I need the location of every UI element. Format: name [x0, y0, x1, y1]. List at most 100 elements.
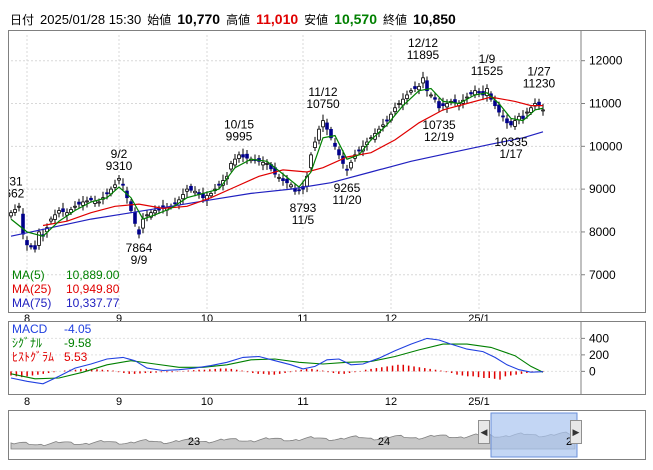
date-label: 日付 [10, 12, 35, 27]
candle-body [337, 149, 341, 156]
navigator-series [10, 431, 576, 450]
candle-body [57, 210, 61, 214]
macd-legend: MACD -4.05 ｼｸﾞﾅﾙ -9.58 ﾋｽﾄｸﾞﾗﾑ 5.53 [12, 322, 91, 364]
price-annotation: 12/19 [424, 130, 454, 144]
candle-body [17, 205, 21, 208]
month-tick-label: 9 [116, 396, 122, 407]
candle-body [329, 129, 333, 139]
price-chart[interactable]: 7000800090001000011000120007/3186629/293… [0, 31, 645, 312]
close-value: 10,850 [413, 11, 456, 27]
candle-body [241, 154, 245, 158]
candle-body [349, 161, 353, 169]
candle-body [289, 184, 293, 188]
price-month-axis: 8 9 10 11 12 25/1 [24, 313, 490, 324]
candle-body [61, 208, 65, 213]
candle-body [189, 185, 193, 191]
candle-body [217, 183, 221, 186]
month-tick-label: 25/1 [468, 396, 489, 407]
ma-legend: MA(5) 10,889.00 MA(25) 10,949.80 MA(75) 10,… [12, 268, 119, 310]
candle-body [89, 197, 93, 201]
candle-body [357, 149, 361, 152]
navigator-year-label: 23 [188, 436, 200, 448]
candle-body [181, 194, 185, 200]
price-annotation: 9995 [226, 130, 253, 144]
candle-body [441, 103, 445, 107]
price-annotation: 9310 [106, 159, 133, 173]
candle-body [9, 212, 13, 217]
candle-body [477, 91, 481, 94]
price-annotation: 11230 [523, 77, 556, 91]
candle-body [325, 122, 329, 130]
candle-body [417, 85, 421, 91]
price-header: 日付 2025/01/28 15:30 始値 10,770 高値 11,010 … [10, 8, 456, 30]
macd-chart[interactable]: 0 200 400 [9, 322, 645, 394]
candle-body [105, 192, 109, 195]
candle-body [277, 176, 281, 179]
candle-body [513, 120, 517, 127]
price-tick-label: 11000 [589, 97, 622, 111]
month-tick-label: 12 [385, 396, 397, 407]
candle-body [185, 188, 189, 192]
candle-body [509, 121, 513, 126]
candle-body [81, 201, 85, 206]
low-label: 安値 [304, 12, 329, 27]
low-value: 10,570 [334, 11, 377, 27]
price-annotation: 10335 [494, 135, 528, 149]
price-annotation: 1/9 [479, 52, 496, 66]
candle-body [429, 94, 433, 97]
candle-body [209, 193, 213, 197]
navigator-frame: 23 24 2 [8, 410, 646, 460]
legend-ma25: MA(25) 10,949.80 [12, 282, 120, 296]
price-annotation: 1/27 [527, 65, 551, 79]
candle-body [405, 94, 409, 99]
candle-body [29, 245, 33, 248]
price-chart-frame: 7000800090001000011000120007/3186629/293… [0, 30, 646, 313]
price-annotation: 10735 [422, 118, 456, 132]
candle-body [497, 104, 501, 113]
price-annotation: 11525 [471, 64, 504, 78]
price-annotation: 1/17 [499, 147, 523, 161]
candle-body [333, 142, 337, 147]
price-tick-label: 9000 [589, 182, 616, 196]
candle-body [97, 201, 101, 204]
candle-body [237, 154, 241, 159]
candle-body [113, 184, 117, 188]
price-annotation: 11/20 [332, 193, 361, 207]
high-value: 11,010 [256, 11, 299, 27]
price-annotation: 10750 [306, 97, 340, 111]
macd-tick-label: 200 [589, 348, 609, 362]
candle-body [309, 154, 313, 169]
candle-body [117, 178, 121, 181]
candle-body [465, 96, 469, 99]
navigator-year-label: 2 [566, 436, 572, 448]
candle-body [265, 163, 269, 165]
candle-body [409, 90, 413, 93]
candle-body [433, 97, 437, 100]
candle-body [141, 218, 145, 229]
candle-body [121, 183, 125, 186]
month-tick-label: 8 [24, 396, 30, 407]
candle-body [453, 99, 457, 103]
candle-body [21, 213, 25, 235]
price-annotation: 11895 [407, 48, 440, 62]
macd-line [10, 337, 544, 385]
range-navigator[interactable]: 23 24 2 [9, 411, 645, 459]
close-label: 終値 [383, 12, 408, 27]
candle-body [321, 120, 325, 128]
candle-body [421, 77, 425, 84]
candle-body [13, 209, 17, 213]
month-tick-label: 25/1 [468, 313, 489, 324]
candle-body [285, 178, 289, 184]
candle-body [313, 141, 317, 148]
candle-body [153, 210, 157, 214]
navigator-left-handle[interactable]: ◀ [478, 420, 490, 444]
candle-body [137, 229, 141, 235]
candle-body [381, 124, 385, 127]
candle-body [261, 161, 265, 166]
month-tick-label: 9 [116, 313, 122, 324]
datetime-value: 2025/01/28 15:30 [40, 11, 142, 27]
month-tick-label: 8 [24, 313, 30, 324]
price-annotation: 8793 [290, 201, 317, 215]
navigator-right-handle[interactable]: ▶ [570, 420, 582, 444]
